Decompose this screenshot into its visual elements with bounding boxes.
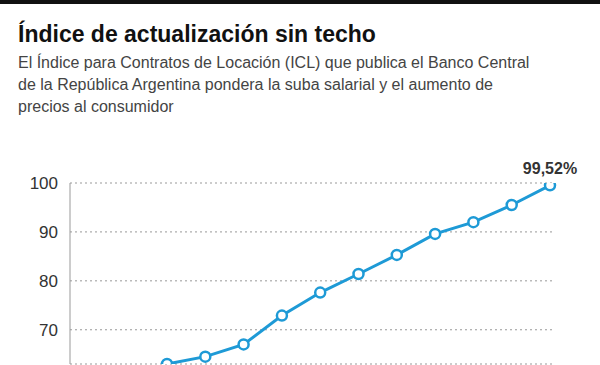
svg-text:80: 80 xyxy=(39,272,58,291)
html-text:El Índice para Contratos de Lo: El Índice para Contratos de Locación (IC… xyxy=(18,54,530,115)
svg-text:70: 70 xyxy=(39,321,58,340)
svg-text:99,52%: 99,52% xyxy=(523,160,577,177)
svg-text:90: 90 xyxy=(39,223,58,242)
svg-text:100: 100 xyxy=(30,174,58,193)
html-text:Índice de actualización sin te: Índice de actualización sin techo xyxy=(18,21,376,47)
